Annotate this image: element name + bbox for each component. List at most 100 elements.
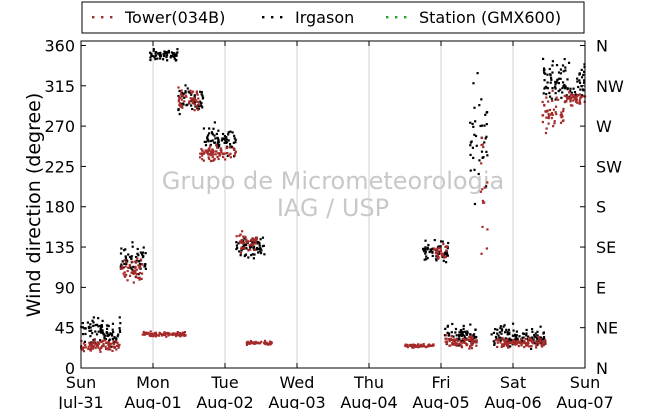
data-point bbox=[499, 339, 502, 342]
data-point bbox=[424, 250, 427, 253]
data-point bbox=[473, 341, 476, 344]
data-point bbox=[458, 342, 461, 346]
right-tick-label: E bbox=[596, 278, 606, 297]
data-point bbox=[90, 345, 93, 349]
data-point bbox=[247, 249, 250, 252]
data-point bbox=[149, 58, 152, 62]
data-point bbox=[165, 332, 169, 335]
data-point bbox=[83, 340, 87, 343]
data-point bbox=[245, 343, 249, 346]
data-point bbox=[574, 98, 577, 101]
data-point bbox=[144, 263, 147, 266]
data-point bbox=[492, 340, 495, 343]
data-point bbox=[578, 72, 581, 75]
data-point bbox=[547, 100, 550, 103]
data-point bbox=[165, 51, 168, 55]
data-point bbox=[92, 321, 95, 324]
data-point bbox=[195, 90, 199, 93]
data-point bbox=[435, 255, 438, 258]
data-point bbox=[117, 346, 120, 349]
data-point bbox=[170, 51, 173, 54]
data-point bbox=[181, 106, 184, 109]
data-point bbox=[201, 158, 204, 161]
data-point bbox=[548, 67, 551, 71]
data-point bbox=[554, 85, 557, 89]
data-point bbox=[557, 98, 560, 101]
data-point bbox=[469, 345, 472, 348]
data-point bbox=[239, 233, 242, 236]
data-point bbox=[209, 143, 212, 147]
data-point bbox=[539, 337, 542, 341]
data-point bbox=[164, 333, 167, 337]
data-point bbox=[81, 321, 84, 325]
data-point bbox=[442, 259, 445, 262]
y-tick-label: 90 bbox=[55, 278, 75, 297]
data-point bbox=[167, 51, 171, 54]
data-point bbox=[215, 143, 218, 147]
data-point bbox=[115, 348, 118, 351]
data-point bbox=[244, 235, 247, 238]
data-point bbox=[95, 323, 99, 326]
data-point bbox=[562, 85, 565, 88]
data-point bbox=[174, 53, 177, 57]
data-point bbox=[216, 146, 219, 149]
data-point bbox=[197, 101, 200, 104]
data-point bbox=[97, 325, 100, 328]
data-point bbox=[132, 281, 135, 284]
data-point bbox=[496, 345, 499, 349]
right-axis-ticks: N NE E SE S SW W NW N bbox=[596, 36, 624, 378]
data-point bbox=[472, 156, 475, 160]
data-point bbox=[87, 326, 91, 330]
data-point bbox=[461, 332, 464, 335]
data-point bbox=[87, 347, 90, 351]
data-point bbox=[120, 247, 123, 250]
data-point bbox=[469, 144, 472, 147]
data-point bbox=[183, 96, 186, 99]
data-point bbox=[126, 269, 129, 273]
data-point bbox=[449, 344, 452, 347]
data-point bbox=[259, 247, 262, 251]
data-point bbox=[541, 100, 544, 104]
data-point bbox=[179, 335, 182, 338]
data-point bbox=[581, 88, 584, 91]
data-point bbox=[485, 123, 488, 126]
data-point bbox=[472, 82, 475, 85]
data-point bbox=[123, 259, 126, 262]
data-point bbox=[159, 52, 162, 55]
data-point bbox=[158, 331, 161, 334]
data-point bbox=[474, 328, 477, 332]
data-point bbox=[549, 81, 552, 84]
x-tick-date: Aug-05 bbox=[412, 393, 469, 409]
data-point bbox=[562, 107, 565, 111]
data-point bbox=[92, 324, 95, 328]
data-point bbox=[251, 243, 254, 246]
data-point bbox=[139, 251, 142, 254]
data-point bbox=[88, 343, 92, 346]
data-point bbox=[422, 345, 426, 348]
data-point bbox=[563, 58, 566, 61]
data-point bbox=[518, 342, 522, 345]
data-point bbox=[154, 52, 157, 55]
data-point bbox=[145, 331, 148, 334]
data-point bbox=[91, 347, 95, 350]
data-point bbox=[563, 85, 567, 89]
data-point bbox=[445, 249, 448, 252]
data-point bbox=[486, 228, 489, 231]
data-point bbox=[578, 81, 582, 84]
data-point bbox=[528, 336, 532, 339]
data-point bbox=[463, 336, 466, 339]
data-point bbox=[215, 132, 218, 136]
data-point bbox=[123, 249, 126, 252]
data-point bbox=[245, 240, 248, 243]
data-point bbox=[109, 332, 113, 335]
data-point bbox=[163, 54, 166, 57]
data-point bbox=[178, 112, 181, 116]
data-point bbox=[178, 103, 181, 107]
data-point bbox=[177, 100, 180, 103]
data-point bbox=[486, 154, 489, 157]
data-point bbox=[471, 337, 474, 340]
data-point bbox=[426, 246, 429, 249]
data-point bbox=[582, 81, 586, 84]
data-point bbox=[138, 278, 141, 281]
data-point bbox=[200, 104, 203, 108]
